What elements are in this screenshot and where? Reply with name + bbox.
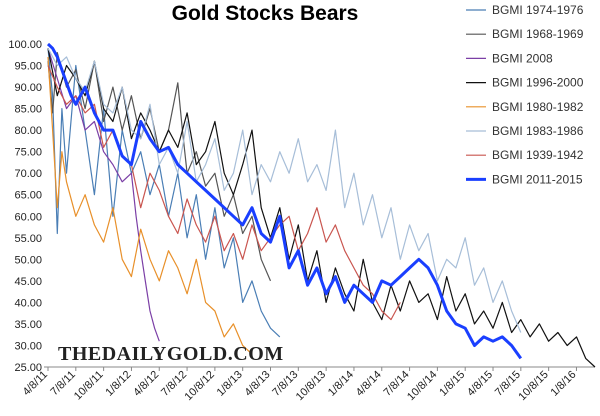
y-tick-label: 60.00: [14, 211, 42, 223]
y-tick-label: 95.00: [14, 61, 42, 73]
legend-label: BGMI 1980-1982: [492, 100, 584, 114]
legend-label: BGMI 2011-2015: [492, 172, 583, 186]
x-tick-label: 10/8/14: [405, 369, 439, 403]
legend: BGMI 1974-1976 BGMI 1968-1969 BGMI 2008 BGM…: [458, 0, 600, 206]
x-tick-label: 10/8/15: [516, 369, 550, 403]
legend-label: BGMI 1974-1976: [492, 3, 584, 17]
y-tick-label: 80.00: [14, 125, 42, 137]
x-tick-label: 1/8/12: [103, 369, 133, 399]
x-tick-label: 10/8/11: [72, 369, 106, 403]
series-line-3: [47, 48, 160, 342]
x-tick-label: 1/8/14: [326, 369, 356, 399]
y-tick-label: 50.00: [14, 254, 42, 266]
watermark-text: THEDAILYGOLD.COM: [58, 343, 284, 365]
y-tick-label: 70.00: [14, 168, 42, 180]
legend-label: BGMI 1996-2000: [492, 76, 584, 90]
y-tick-label: 25.00: [14, 362, 42, 374]
series-layer: [46, 42, 596, 368]
y-tick-label: 45.00: [14, 276, 42, 288]
series-line-6: [47, 48, 522, 333]
series-line-7: [47, 65, 401, 321]
legend-label: BGMI 1939-1942: [492, 148, 584, 162]
y-axis-ticks: 100.00 95.00 90.00 85.00 80.00 75.00 70.00 65.0…: [8, 39, 42, 374]
x-tick-label: 4/8/13: [243, 369, 273, 399]
x-axis-ticks: 4/8/117/8/1110/8/111/8/124/8/127/8/1210/…: [21, 367, 579, 403]
y-tick-label: 85.00: [14, 104, 42, 116]
y-tick-label: 40.00: [14, 297, 42, 309]
series-line-5: [47, 56, 253, 355]
legend-label: BGMI 1968-1969: [492, 27, 584, 41]
y-tick-label: 30.00: [14, 340, 42, 352]
y-tick-label: 75.00: [14, 147, 42, 159]
x-tick-label: 1/8/13: [215, 369, 245, 399]
x-tick-label: 1/8/15: [437, 369, 467, 399]
series-line-8: [46, 42, 523, 360]
y-tick-label: 65.00: [14, 190, 42, 202]
y-tick-label: 55.00: [14, 233, 42, 245]
x-tick-label: 4/8/12: [131, 369, 161, 399]
x-tick-label: 4/8/15: [465, 369, 495, 399]
x-tick-label: 4/8/14: [354, 369, 384, 399]
y-tick-label: 100.00: [8, 39, 42, 51]
series-line-1: [47, 48, 281, 338]
x-tick-label: 10/8/13: [294, 369, 328, 403]
x-tick-label: 1/8/16: [548, 369, 578, 399]
y-tick-label: 90.00: [14, 82, 42, 94]
x-tick-label: 10/8/12: [183, 369, 217, 403]
legend-label: BGMI 2008: [492, 51, 553, 65]
chart-title: Gold Stocks Bears: [172, 2, 359, 25]
legend-label: BGMI 1983-1986: [492, 124, 584, 138]
y-tick-label: 35.00: [14, 319, 42, 331]
